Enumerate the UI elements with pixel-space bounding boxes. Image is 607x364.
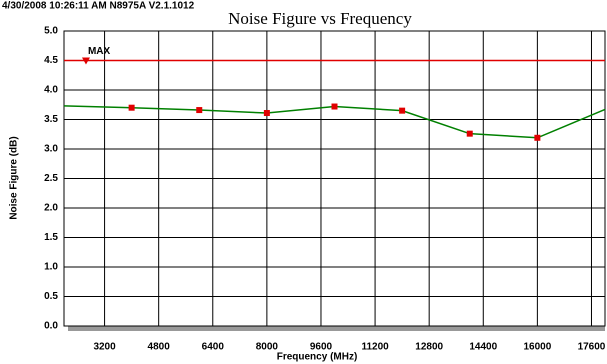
y-axis-label: Noise Figure (dB) — [9, 136, 20, 219]
x-axis-label: Frequency (MHz) — [277, 352, 358, 363]
data-marker — [196, 107, 203, 114]
x-tick-label: 12800 — [415, 342, 443, 353]
x-tick-label: 11200 — [361, 342, 389, 353]
timestamp: 4/30/2008 10:26:11 AM N8975A V2.1.1012 — [2, 1, 195, 12]
data-marker — [128, 104, 135, 111]
y-tick-label: 1.0 — [44, 262, 58, 273]
y-tick-label: 5.0 — [44, 26, 58, 37]
y-tick-label: 0.5 — [44, 291, 58, 302]
x-tick-label: 17600 — [578, 342, 606, 353]
x-tick-label: 6400 — [202, 342, 225, 353]
annotation: MAX — [88, 46, 111, 57]
data-marker — [534, 134, 541, 141]
y-tick-label: 3.5 — [44, 114, 58, 125]
y-tick-label: 4.0 — [44, 85, 58, 96]
x-tick-label: 8000 — [256, 342, 279, 353]
y-tick-label: 3.0 — [44, 144, 58, 155]
chart-title: Noise Figure vs Frequency — [228, 9, 412, 28]
x-tick-label: 3200 — [93, 342, 116, 353]
x-tick-label: 4800 — [148, 342, 171, 353]
limit-marker — [81, 57, 90, 65]
x-tick-label: 16000 — [523, 342, 551, 353]
x-tick-label: 9600 — [310, 342, 333, 353]
y-tick-label: 0.0 — [44, 321, 58, 332]
data-marker — [399, 107, 406, 114]
y-tick-label: 2.5 — [44, 173, 58, 184]
data-marker — [331, 103, 338, 110]
data-marker — [466, 130, 473, 137]
x-tick-label: 14400 — [469, 342, 497, 353]
y-tick-label: 2.0 — [44, 203, 58, 214]
axis-shadow — [68, 326, 605, 331]
data-marker — [263, 110, 270, 117]
y-tick-label: 1.5 — [44, 232, 58, 243]
y-tick-label: 4.5 — [44, 55, 58, 66]
